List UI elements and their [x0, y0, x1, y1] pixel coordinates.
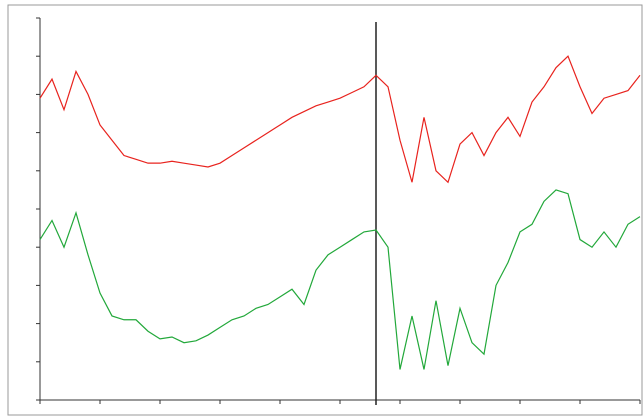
series-line: [39, 189, 641, 370]
series-line: [39, 55, 641, 184]
chart-frame: [7, 4, 643, 416]
